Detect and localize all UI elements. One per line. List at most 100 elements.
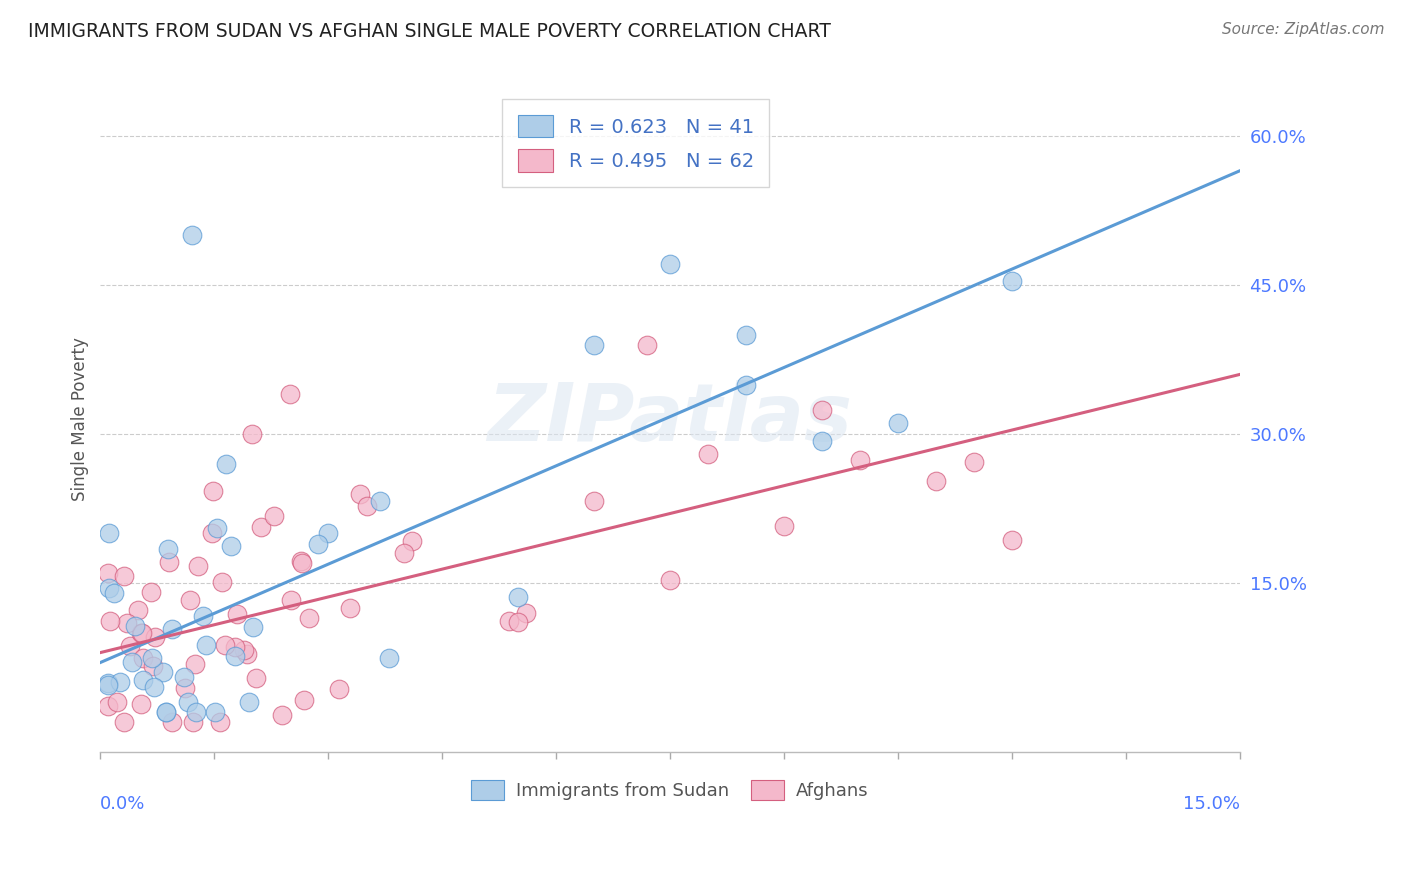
Point (142, 659, 165, 673)
Point (224, 649, 246, 664)
Point (298, 610, 321, 624)
Point (392, 546, 415, 560)
Point (208, 715, 231, 730)
Point (263, 509, 285, 524)
Point (152, 665, 174, 680)
Point (735, 327, 758, 342)
Point (98, 526, 121, 541)
Point (129, 626, 152, 640)
Point (97, 582, 120, 596)
Point (515, 606, 537, 620)
Point (202, 483, 225, 498)
Point (356, 499, 378, 513)
Point (308, 537, 330, 551)
Point (194, 638, 217, 652)
Point (201, 525, 224, 540)
Point (294, 693, 316, 707)
Point (141, 650, 163, 665)
Point (179, 593, 201, 607)
Point (98, 614, 121, 628)
Point (378, 650, 401, 665)
Point (160, 622, 183, 636)
Point (224, 640, 246, 655)
Point (112, 715, 135, 730)
Point (204, 705, 226, 719)
Point (242, 620, 264, 634)
Point (105, 695, 128, 709)
Point (181, 715, 204, 730)
Point (117, 615, 139, 630)
Point (157, 555, 180, 569)
Point (368, 493, 391, 508)
Point (97, 699, 120, 714)
Point (811, 434, 834, 449)
Point (659, 256, 682, 270)
Point (583, 493, 606, 508)
Legend: Immigrants from Sudan, Afghans: Immigrants from Sudan, Afghans (463, 771, 877, 809)
Point (186, 705, 208, 719)
Point (215, 457, 238, 471)
Point (114, 569, 136, 583)
Point (250, 520, 273, 534)
Point (124, 619, 146, 633)
Point (177, 695, 200, 709)
Point (349, 487, 371, 501)
Point (636, 337, 658, 351)
Point (290, 554, 312, 568)
Point (156, 542, 179, 557)
Point (155, 705, 177, 719)
Point (233, 643, 256, 657)
Point (236, 647, 259, 661)
Point (963, 455, 986, 469)
Point (278, 387, 301, 401)
Point (773, 519, 796, 533)
Point (132, 651, 155, 665)
Point (97, 566, 120, 580)
Point (328, 682, 350, 697)
Point (925, 475, 948, 489)
Point (97, 678, 120, 692)
Text: Source: ZipAtlas.com: Source: ZipAtlas.com (1222, 22, 1385, 37)
Point (219, 539, 242, 553)
Point (225, 607, 247, 621)
Point (240, 427, 263, 442)
Point (97, 676, 120, 690)
Point (173, 670, 195, 684)
Point (238, 695, 260, 709)
Point (291, 557, 314, 571)
Point (659, 573, 682, 587)
Point (205, 520, 228, 534)
Point (508, 590, 530, 604)
Point (1001, 274, 1024, 288)
Point (180, 228, 202, 243)
Text: 15.0%: 15.0% (1182, 795, 1240, 814)
Text: 0.0%: 0.0% (100, 795, 146, 814)
Point (270, 708, 292, 723)
Point (316, 526, 339, 541)
Point (142, 680, 165, 694)
Point (1001, 533, 1024, 547)
Point (401, 533, 423, 548)
Point (245, 671, 267, 685)
Point (131, 626, 153, 640)
Point (187, 558, 209, 573)
Point (498, 614, 520, 628)
Text: ZIPatlas: ZIPatlas (488, 380, 852, 458)
Point (121, 655, 143, 669)
Point (280, 593, 302, 607)
Point (191, 608, 214, 623)
Point (339, 601, 361, 615)
Point (129, 697, 152, 711)
Point (173, 681, 195, 695)
Point (118, 639, 141, 653)
Text: IMMIGRANTS FROM SUDAN VS AFGHAN SINGLE MALE POVERTY CORRELATION CHART: IMMIGRANTS FROM SUDAN VS AFGHAN SINGLE M… (28, 22, 831, 41)
Y-axis label: Single Male Poverty: Single Male Poverty (72, 337, 89, 501)
Point (211, 575, 233, 590)
Point (132, 673, 155, 687)
Point (183, 657, 205, 671)
Point (127, 603, 149, 617)
Point (155, 705, 177, 719)
Point (141, 585, 163, 599)
Point (508, 615, 530, 630)
Point (583, 337, 606, 351)
